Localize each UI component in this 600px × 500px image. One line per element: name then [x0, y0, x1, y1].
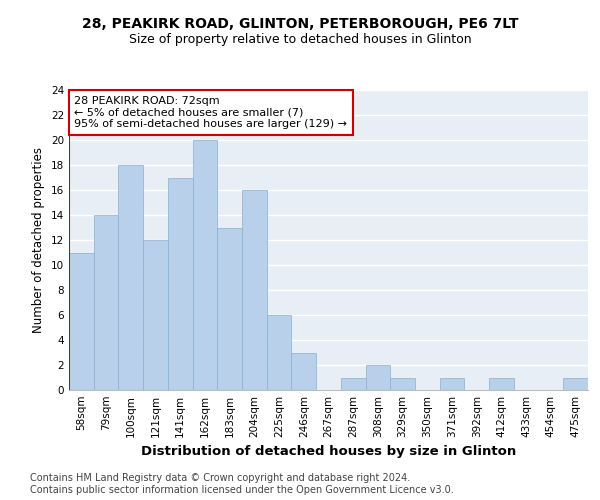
Bar	[267, 315, 292, 390]
Text: Size of property relative to detached houses in Glinton: Size of property relative to detached ho…	[128, 32, 472, 46]
Text: 28 PEAKIRK ROAD: 72sqm
← 5% of detached houses are smaller (7)
95% of semi-detac: 28 PEAKIRK ROAD: 72sqm ← 5% of detached …	[74, 96, 347, 129]
Bar	[365, 365, 390, 390]
Text: 28, PEAKIRK ROAD, GLINTON, PETERBOROUGH, PE6 7LT: 28, PEAKIRK ROAD, GLINTON, PETERBOROUGH,…	[82, 18, 518, 32]
Bar	[217, 228, 242, 390]
Bar	[489, 378, 514, 390]
Bar	[390, 378, 415, 390]
Bar	[94, 215, 118, 390]
Bar	[563, 378, 588, 390]
Bar	[193, 140, 217, 390]
Y-axis label: Number of detached properties: Number of detached properties	[32, 147, 46, 333]
X-axis label: Distribution of detached houses by size in Glinton: Distribution of detached houses by size …	[141, 446, 516, 458]
Bar	[292, 352, 316, 390]
Bar	[143, 240, 168, 390]
Text: Contains HM Land Registry data © Crown copyright and database right 2024.
Contai: Contains HM Land Registry data © Crown c…	[30, 474, 454, 495]
Bar	[69, 252, 94, 390]
Bar	[440, 378, 464, 390]
Bar	[341, 378, 365, 390]
Bar	[118, 165, 143, 390]
Bar	[168, 178, 193, 390]
Bar	[242, 190, 267, 390]
